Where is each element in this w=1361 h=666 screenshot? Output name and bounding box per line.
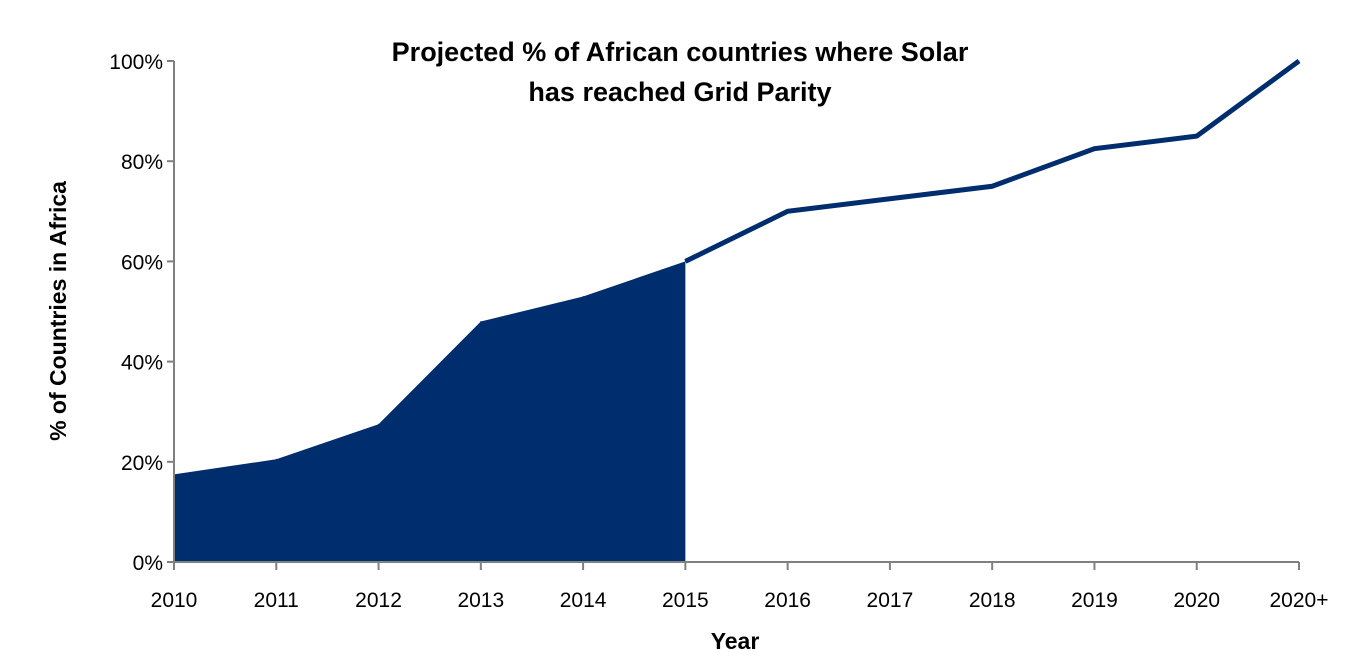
y-axis-title: % of Countries in Africa (45, 181, 71, 441)
y-tick-label: 0% (133, 552, 163, 575)
x-tick-label: 2016 (764, 589, 811, 612)
y-axis-ticks: 0% 20% 40% 60% 80% 100% (109, 51, 174, 575)
data-point-2018 (991, 185, 993, 187)
y-tick-label: 60% (121, 251, 163, 274)
x-tick-label: 2013 (457, 589, 504, 612)
filled-area (174, 261, 686, 562)
x-tick-label: 2020 (1173, 589, 1220, 612)
data-point-2020 (1196, 135, 1198, 137)
data-point-2015 (684, 260, 686, 262)
data-point-2017 (889, 198, 891, 200)
y-tick-label: 20% (121, 452, 163, 475)
data-point-2013 (480, 321, 482, 323)
x-tick-label: 2011 (254, 589, 299, 612)
x-tick-label: 2014 (560, 589, 607, 612)
data-point-2020-plus (1298, 60, 1300, 62)
data-point-2016 (787, 210, 789, 212)
y-tick-label: 40% (121, 352, 163, 375)
data-point-2014 (582, 295, 584, 297)
x-tick-label: 2012 (355, 589, 402, 612)
chart-title-line-1: Projected % of African countries where S… (392, 37, 969, 67)
data-point-2011 (275, 458, 277, 460)
plot-area (173, 58, 1301, 562)
x-tick-label: 2020+ (1270, 589, 1329, 612)
data-point-2019 (1093, 148, 1095, 150)
x-tick-label: 2015 (662, 589, 709, 612)
x-tick-label: 2017 (867, 589, 914, 612)
chart-title: Projected % of African countries where S… (392, 37, 969, 107)
chart-title-line-2: has reached Grid Parity (528, 77, 831, 107)
x-tick-label: 2010 (151, 589, 198, 612)
data-point-2012 (378, 423, 380, 425)
x-axis-title: Year (711, 628, 760, 654)
x-tick-label: 2018 (969, 589, 1016, 612)
y-tick-label: 100% (109, 51, 163, 74)
x-axis-ticks: 2010 2011 2012 2013 2014 2015 2016 2017 2018 2019… (151, 562, 1329, 612)
y-tick-label: 80% (121, 151, 163, 174)
x-tick-label: 2019 (1071, 589, 1118, 612)
